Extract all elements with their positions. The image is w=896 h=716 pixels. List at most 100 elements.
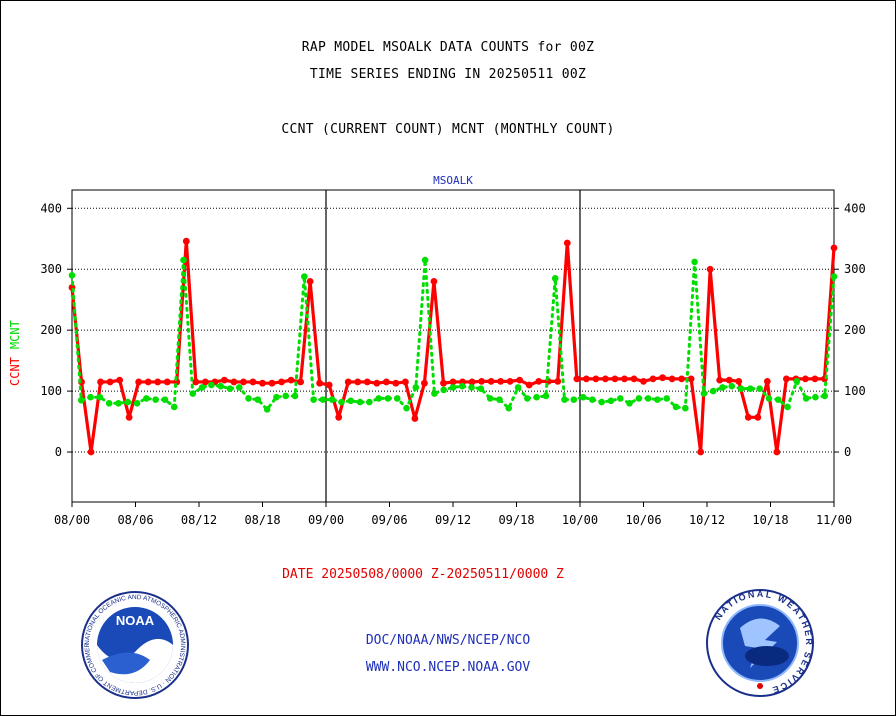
data-point-mcnt xyxy=(393,395,401,402)
y-tick-label-right: 400 xyxy=(844,201,866,215)
data-point-mcnt xyxy=(87,393,94,401)
data-point-mcnt xyxy=(366,398,373,406)
x-tick-label: 08/12 xyxy=(181,513,217,527)
data-point-mcnt xyxy=(310,396,317,403)
data-point-ccnt xyxy=(182,237,190,245)
x-tick-label: 09/12 xyxy=(435,513,471,527)
data-point-ccnt xyxy=(649,375,657,383)
data-point-mcnt xyxy=(356,398,364,406)
data-point-mcnt xyxy=(598,398,605,406)
data-point-ccnt xyxy=(506,377,514,385)
data-point-mcnt xyxy=(124,398,132,406)
plot-title: MSOALK xyxy=(433,174,473,187)
data-point-ccnt xyxy=(116,376,124,384)
data-point-ccnt xyxy=(268,379,276,387)
data-point-ccnt xyxy=(325,381,333,389)
data-point-mcnt xyxy=(198,384,206,391)
series-line-ccnt xyxy=(70,239,836,454)
data-point-ccnt xyxy=(87,448,95,456)
data-point-mcnt xyxy=(579,393,587,401)
data-point-ccnt xyxy=(411,415,419,422)
x-tick-label: 10/06 xyxy=(625,513,661,527)
data-point-ccnt xyxy=(440,379,447,387)
data-point-mcnt xyxy=(496,396,503,403)
data-point-mcnt xyxy=(765,395,773,402)
data-point-mcnt xyxy=(468,384,475,391)
data-point-mcnt xyxy=(338,398,345,406)
data-point-mcnt xyxy=(226,385,234,392)
data-point-ccnt xyxy=(573,375,581,383)
data-point-mcnt xyxy=(217,382,224,390)
data-point-mcnt xyxy=(440,386,448,394)
data-point-mcnt xyxy=(384,395,392,402)
data-point-mcnt xyxy=(551,275,559,282)
data-point-ccnt xyxy=(382,378,390,386)
y-tick-label-left: 400 xyxy=(40,201,62,215)
y-label-mcnt: MCNT xyxy=(8,320,22,349)
data-point-mcnt xyxy=(812,393,819,401)
y-tick-label-left: 200 xyxy=(40,323,62,337)
data-point-ccnt xyxy=(163,378,171,386)
data-point-mcnt xyxy=(654,396,661,403)
data-point-mcnt xyxy=(524,395,531,402)
data-point-mcnt xyxy=(561,396,568,403)
data-point-ccnt xyxy=(230,378,238,386)
data-point-ccnt xyxy=(392,379,400,387)
data-point-mcnt xyxy=(802,395,810,402)
data-point-ccnt xyxy=(335,413,343,421)
data-point-mcnt xyxy=(793,378,801,385)
data-point-mcnt xyxy=(821,392,829,400)
x-tick-label: 09/06 xyxy=(371,513,407,527)
data-point-mcnt xyxy=(607,397,615,405)
date-range-label: DATE 20250508/0000 Z-20250511/0000 Z xyxy=(282,567,564,582)
x-tick-label: 09/18 xyxy=(498,513,534,527)
data-point-ccnt xyxy=(154,378,162,386)
data-point-mcnt xyxy=(431,390,438,397)
data-point-mcnt xyxy=(189,390,197,397)
data-point-ccnt xyxy=(563,239,571,247)
y-tick-label-left: 0 xyxy=(55,445,62,459)
data-point-ccnt xyxy=(287,376,295,384)
data-point-ccnt xyxy=(735,377,743,385)
data-point-ccnt xyxy=(259,379,266,387)
noaa-logo-icon: NOAA NATIONAL OCEANIC AND ATMOSPHERIC AD… xyxy=(80,590,189,699)
data-point-ccnt xyxy=(611,375,619,383)
data-point-mcnt xyxy=(68,272,76,279)
data-point-mcnt xyxy=(170,403,178,411)
x-tick-label: 10/00 xyxy=(562,513,598,527)
y-label-ccnt: CCNT xyxy=(8,357,22,386)
data-point-ccnt xyxy=(106,378,114,386)
data-point-mcnt xyxy=(784,403,791,411)
data-point-mcnt xyxy=(514,384,522,391)
data-point-ccnt xyxy=(630,375,638,383)
data-point-ccnt xyxy=(478,377,485,385)
data-point-mcnt xyxy=(347,397,355,405)
series-mcnt xyxy=(68,256,838,413)
data-point-ccnt xyxy=(221,376,228,384)
x-tick-label: 10/12 xyxy=(689,513,725,527)
website-link[interactable]: WWW.NCO.NCEP.NOAA.GOV xyxy=(365,660,531,675)
data-point-ccnt xyxy=(782,375,790,383)
data-point-mcnt xyxy=(421,256,429,264)
data-point-mcnt xyxy=(570,396,578,403)
data-point-mcnt xyxy=(663,395,671,402)
data-point-ccnt xyxy=(144,378,152,386)
data-point-mcnt xyxy=(477,385,485,392)
data-point-mcnt xyxy=(161,396,169,403)
data-point-ccnt xyxy=(582,375,590,383)
y-axis-label: CCNT MCNT xyxy=(8,320,22,386)
data-point-mcnt xyxy=(412,384,420,391)
data-point-mcnt xyxy=(616,395,624,402)
data-point-mcnt xyxy=(319,396,327,403)
data-point-ccnt xyxy=(125,413,133,421)
x-tick-label: 09/00 xyxy=(308,513,344,527)
data-point-mcnt xyxy=(254,396,262,403)
data-point-ccnt xyxy=(516,376,524,384)
data-point-ccnt xyxy=(754,413,762,421)
data-point-mcnt xyxy=(449,384,457,391)
data-point-mcnt xyxy=(635,395,643,402)
data-point-ccnt xyxy=(201,378,209,386)
data-point-mcnt xyxy=(301,273,308,280)
data-point-mcnt xyxy=(375,395,382,402)
